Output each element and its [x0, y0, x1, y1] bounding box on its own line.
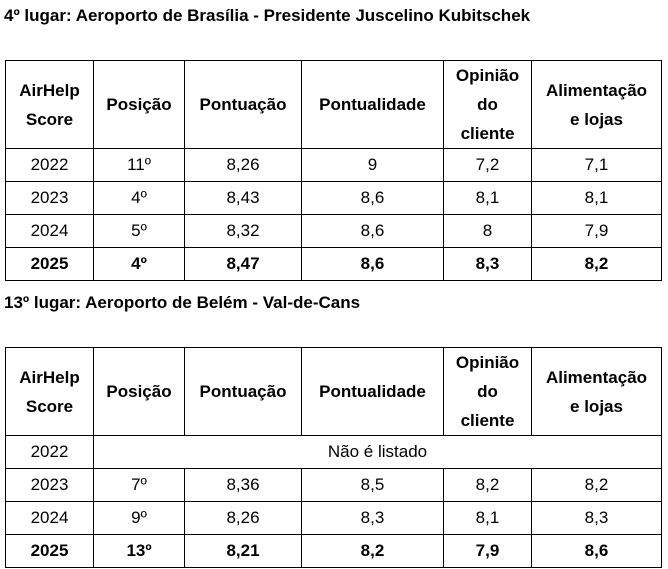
cell-opinion: 7,9 — [443, 534, 532, 568]
cell-food: 8,6 — [531, 534, 662, 568]
cell-year: 2023 — [5, 468, 94, 502]
cell-position: 5º — [93, 214, 185, 248]
cell-food: 8,2 — [531, 468, 662, 502]
cell-points: 8,21 — [184, 534, 302, 568]
table-row-current: 2025 13º 8,21 8,2 7,9 8,6 — [5, 534, 662, 568]
cell-year: 2024 — [5, 501, 94, 535]
table-row: 2022 Não é listado — [5, 435, 662, 469]
cell-points: 8,26 — [184, 501, 302, 535]
table-belem: AirHelp Score Posição Pontuação Pontualid… — [5, 347, 662, 568]
table-row: 2023 4º 8,43 8,6 8,1 8,1 — [5, 181, 662, 215]
table-header-row: AirHelp Score Posição Pontuação Pontualid… — [5, 347, 662, 436]
cell-opinion: 8 — [443, 214, 532, 248]
header-food-shops: Alimentação e lojas — [531, 60, 662, 149]
cell-opinion: 7,2 — [443, 148, 532, 182]
cell-food: 7,9 — [531, 214, 662, 248]
header-airhelp-score: AirHelp Score — [5, 347, 94, 436]
cell-year: 2022 — [5, 435, 94, 469]
cell-points: 8,36 — [184, 468, 302, 502]
cell-punctuality: 8,3 — [301, 501, 444, 535]
header-airhelp-score: AirHelp Score — [5, 60, 94, 149]
cell-year: 2025 — [5, 534, 94, 568]
table-row: 2024 5º 8,32 8,6 8 7,9 — [5, 214, 662, 248]
table-brasilia: AirHelp Score Posição Pontuação Pontualid… — [5, 60, 662, 281]
cell-opinion: 8,1 — [443, 501, 532, 535]
cell-points: 8,32 — [184, 214, 302, 248]
header-points: Pontuação — [184, 347, 302, 436]
cell-punctuality: 8,5 — [301, 468, 444, 502]
cell-punctuality: 9 — [301, 148, 444, 182]
cell-position: 9º — [93, 501, 185, 535]
cell-food: 7,1 — [531, 148, 662, 182]
table-row: 2022 11º 8,26 9 7,2 7,1 — [5, 148, 662, 182]
table-header-row: AirHelp Score Posição Pontuação Pontualid… — [5, 60, 662, 149]
section-heading-brasilia: 4º lugar: Aeroporto de Brasília - Presid… — [4, 6, 531, 25]
cell-food: 8,2 — [531, 247, 662, 281]
cell-points: 8,43 — [184, 181, 302, 215]
cell-food: 8,3 — [531, 501, 662, 535]
table-row: 2024 9º 8,26 8,3 8,1 8,3 — [5, 501, 662, 535]
cell-punctuality: 8,6 — [301, 214, 444, 248]
header-food-shops: Alimentação e lojas — [531, 347, 662, 436]
header-points: Pontuação — [184, 60, 302, 149]
cell-punctuality: 8,2 — [301, 534, 444, 568]
cell-position: 11º — [93, 148, 185, 182]
cell-position: 4º — [93, 247, 185, 281]
cell-year: 2022 — [5, 148, 94, 182]
cell-points: 8,47 — [184, 247, 302, 281]
cell-opinion: 8,1 — [443, 181, 532, 215]
header-customer-opinion: Opinião do cliente — [443, 60, 532, 149]
cell-not-listed: Não é listado — [93, 435, 662, 469]
cell-punctuality: 8,6 — [301, 181, 444, 215]
cell-position: 4º — [93, 181, 185, 215]
table-row-current: 2025 4º 8,47 8,6 8,3 8,2 — [5, 247, 662, 281]
header-customer-opinion: Opinião do cliente — [443, 347, 532, 436]
header-punctuality: Pontualidade — [301, 347, 444, 436]
cell-opinion: 8,2 — [443, 468, 532, 502]
cell-year: 2023 — [5, 181, 94, 215]
cell-opinion: 8,3 — [443, 247, 532, 281]
cell-year: 2024 — [5, 214, 94, 248]
table-row: 2023 7º 8,36 8,5 8,2 8,2 — [5, 468, 662, 502]
cell-year: 2025 — [5, 247, 94, 281]
header-position: Posição — [93, 347, 185, 436]
cell-points: 8,26 — [184, 148, 302, 182]
cell-punctuality: 8,6 — [301, 247, 444, 281]
cell-position: 7º — [93, 468, 185, 502]
cell-position: 13º — [93, 534, 185, 568]
section-heading-belem: 13º lugar: Aeroporto de Belém - Val-de-C… — [4, 293, 361, 312]
cell-food: 8,1 — [531, 181, 662, 215]
header-punctuality: Pontualidade — [301, 60, 444, 149]
header-position: Posição — [93, 60, 185, 149]
